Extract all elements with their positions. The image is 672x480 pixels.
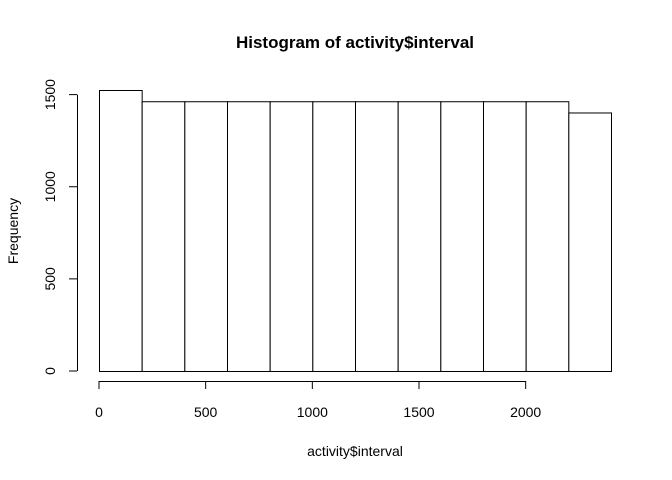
- x-tick-label: 1500: [403, 404, 434, 420]
- histogram-bar: [397, 101, 442, 373]
- chart-title: Histogram of activity$interval: [236, 33, 474, 52]
- histogram-bar: [568, 112, 612, 372]
- histogram-bar: [99, 90, 143, 372]
- y-axis: 0 500 1000 1500: [42, 79, 78, 375]
- x-tick-label: 2000: [510, 404, 541, 420]
- y-tick-label: 0: [42, 367, 58, 375]
- histogram-bar: [355, 101, 399, 373]
- histogram-bar: [227, 101, 271, 373]
- histogram-bar: [440, 101, 485, 373]
- histogram-bar: [141, 101, 186, 373]
- bars-group: [99, 90, 612, 373]
- histogram-bar: [269, 101, 314, 373]
- histogram-bar: [483, 101, 527, 373]
- x-axis: 0 500 1000 1500 2000: [95, 381, 541, 420]
- y-tick-label: 500: [42, 267, 58, 291]
- histogram-bar: [312, 101, 357, 373]
- x-axis-label: activity$interval: [307, 443, 403, 459]
- y-axis-label: Frequency: [5, 198, 21, 264]
- y-tick-label: 1500: [42, 79, 58, 110]
- histogram-bar: [525, 101, 570, 373]
- x-tick-label: 0: [95, 404, 103, 420]
- x-tick-label: 1000: [297, 404, 328, 420]
- x-tick-label: 500: [194, 404, 218, 420]
- y-tick-label: 1000: [42, 171, 58, 202]
- histogram-bar: [184, 101, 228, 373]
